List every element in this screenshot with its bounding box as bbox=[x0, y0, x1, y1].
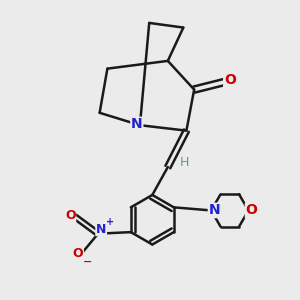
Text: O: O bbox=[224, 73, 236, 87]
Text: N: N bbox=[96, 223, 106, 236]
Text: O: O bbox=[73, 247, 83, 260]
Text: N: N bbox=[208, 203, 220, 218]
Text: O: O bbox=[246, 203, 257, 218]
Text: O: O bbox=[65, 209, 76, 222]
Text: +: + bbox=[106, 217, 115, 227]
Text: −: − bbox=[82, 257, 92, 267]
Text: H: H bbox=[180, 156, 190, 169]
Text: N: N bbox=[131, 117, 142, 131]
